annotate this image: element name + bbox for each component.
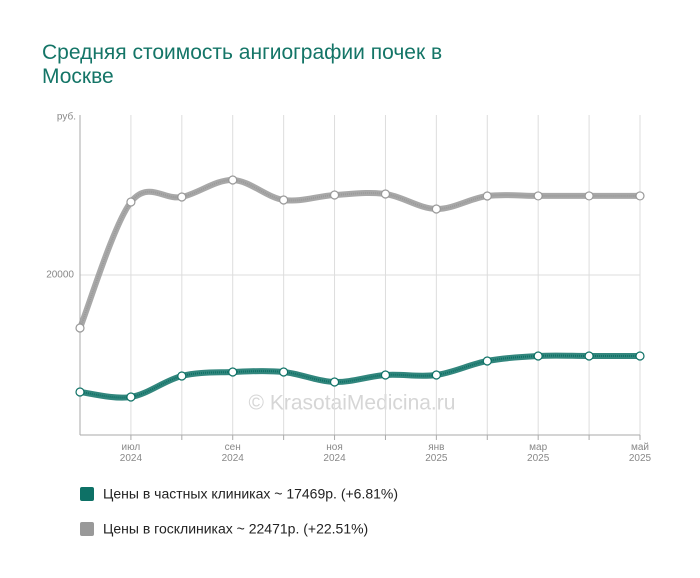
data-point	[279, 367, 289, 377]
x-tick-label: май 2025	[629, 442, 652, 464]
data-point	[584, 351, 594, 361]
data-point	[635, 351, 645, 361]
data-point	[431, 370, 441, 380]
data-point	[329, 377, 340, 387]
watermark: © KrasotaiMedicina.ru	[249, 392, 456, 415]
data-point	[228, 367, 238, 377]
data-point	[431, 204, 441, 214]
data-point	[635, 191, 645, 201]
legend-label: Цены в госклиниках ~ 22471р. (+22.51%)	[103, 521, 368, 537]
series-line-outline	[77, 176, 640, 330]
x-tick-label: сен 2024	[222, 442, 245, 464]
data-point	[75, 387, 85, 397]
data-point	[177, 192, 187, 202]
data-point	[482, 191, 492, 201]
data-point	[584, 191, 594, 201]
x-tick-label: мар 2025	[527, 442, 550, 464]
data-point	[279, 195, 289, 205]
grid	[80, 115, 641, 435]
data-point	[482, 356, 492, 366]
data-point	[228, 175, 238, 185]
x-tick-label: ноя 2024	[323, 442, 346, 464]
data-point	[533, 191, 543, 201]
legend-label: Цены в частных клиниках ~ 17469р. (+6.81…	[103, 486, 398, 502]
x-tick-label: июл 2024	[120, 442, 143, 464]
data-point	[126, 197, 136, 207]
data-point	[126, 392, 136, 402]
data-point	[380, 189, 391, 199]
series-line	[79, 178, 640, 329]
legend-swatch	[80, 522, 94, 536]
x-tick-label: янв 2025	[425, 442, 448, 464]
chart-title: Средняя стоимость ангиографии почек в Мос…	[42, 41, 442, 88]
data-point	[533, 351, 543, 361]
legend-swatch	[80, 487, 94, 501]
y-tick-label: 20000	[46, 270, 74, 281]
data-point	[75, 323, 85, 333]
y-unit: руб.	[57, 111, 76, 123]
data-point	[177, 371, 187, 381]
data-point	[380, 370, 391, 380]
data-point	[329, 190, 340, 200]
